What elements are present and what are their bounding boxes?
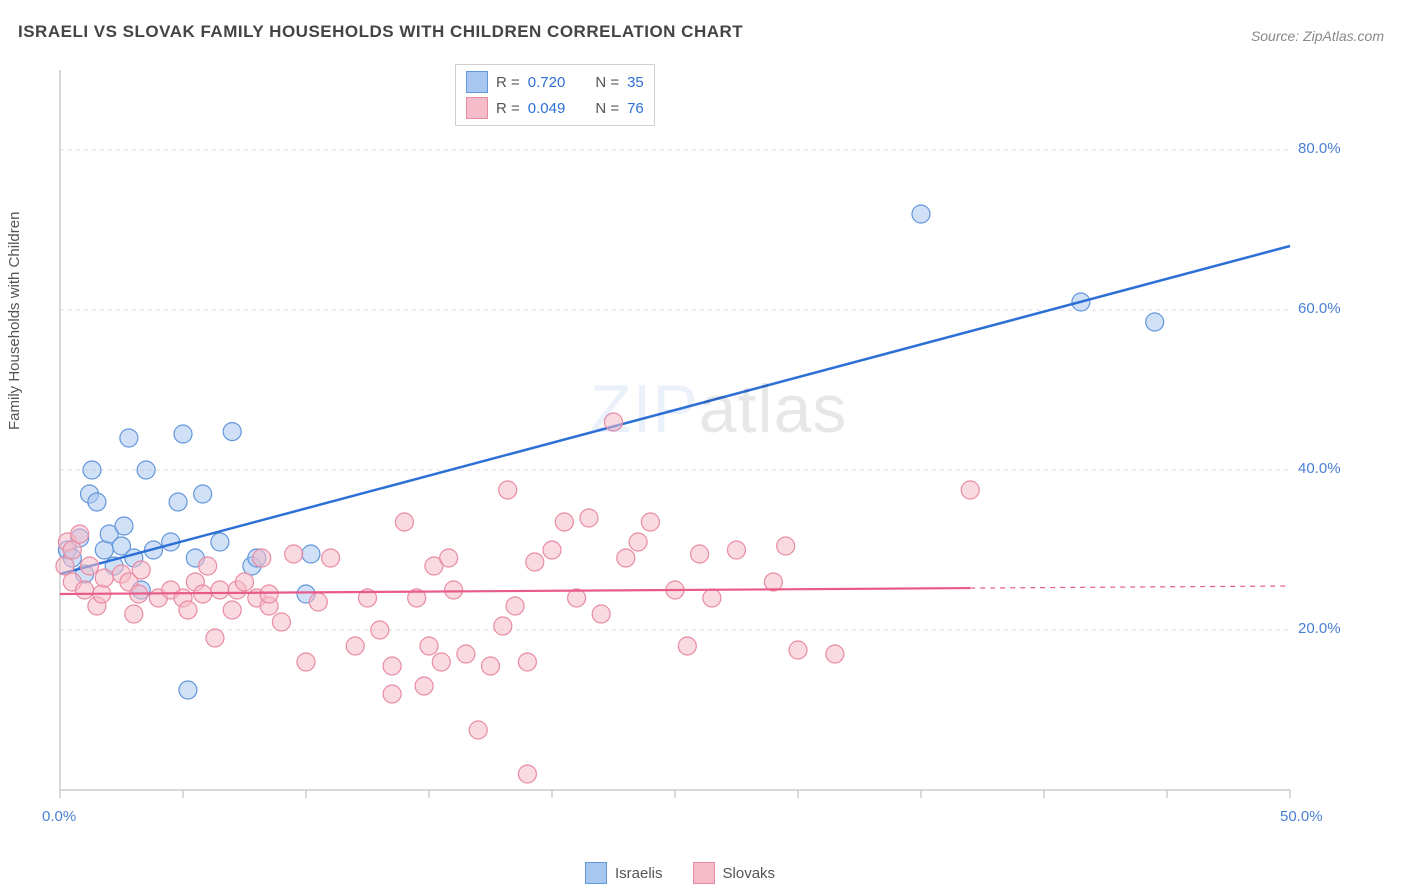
- watermark: ZIPatlas: [590, 370, 847, 448]
- x-tick-label: 50.0%: [1280, 808, 1323, 825]
- legend-r-label: R =: [496, 100, 520, 117]
- source-attribution: Source: ZipAtlas.com: [1251, 28, 1384, 44]
- chart-container: ISRAELI VS SLOVAK FAMILY HOUSEHOLDS WITH…: [0, 0, 1406, 892]
- watermark-atlas: atlas: [699, 371, 848, 447]
- legend-swatch: [466, 71, 488, 93]
- watermark-zip: ZIP: [590, 371, 699, 447]
- series-legend-israelis: Israelis: [585, 862, 663, 884]
- legend-r-value: 0.049: [528, 100, 566, 117]
- y-tick-label: 60.0%: [1298, 300, 1341, 317]
- series-label: Slovaks: [723, 865, 776, 882]
- series-legend: Israelis Slovaks: [585, 862, 775, 884]
- legend-n-label: N =: [595, 74, 619, 91]
- y-tick-label: 40.0%: [1298, 460, 1341, 477]
- legend-swatch: [585, 862, 607, 884]
- legend-r-value: 0.720: [528, 74, 566, 91]
- legend-n-value: 35: [627, 74, 644, 91]
- y-axis-label: Family Households with Children: [6, 212, 23, 430]
- x-tick-label: 0.0%: [42, 808, 76, 825]
- legend-n-value: 76: [627, 100, 644, 117]
- correlation-legend: R = 0.720 N = 35 R = 0.049 N = 76: [455, 64, 655, 126]
- series-label: Israelis: [615, 865, 663, 882]
- legend-row-israelis: R = 0.720 N = 35: [466, 69, 644, 95]
- legend-swatch: [693, 862, 715, 884]
- legend-row-slovaks: R = 0.049 N = 76: [466, 95, 644, 121]
- legend-swatch: [466, 97, 488, 119]
- legend-n-label: N =: [595, 100, 619, 117]
- legend-r-label: R =: [496, 74, 520, 91]
- chart-title: ISRAELI VS SLOVAK FAMILY HOUSEHOLDS WITH…: [18, 22, 743, 42]
- series-legend-slovaks: Slovaks: [693, 862, 776, 884]
- y-tick-label: 20.0%: [1298, 620, 1341, 637]
- y-tick-label: 80.0%: [1298, 140, 1341, 157]
